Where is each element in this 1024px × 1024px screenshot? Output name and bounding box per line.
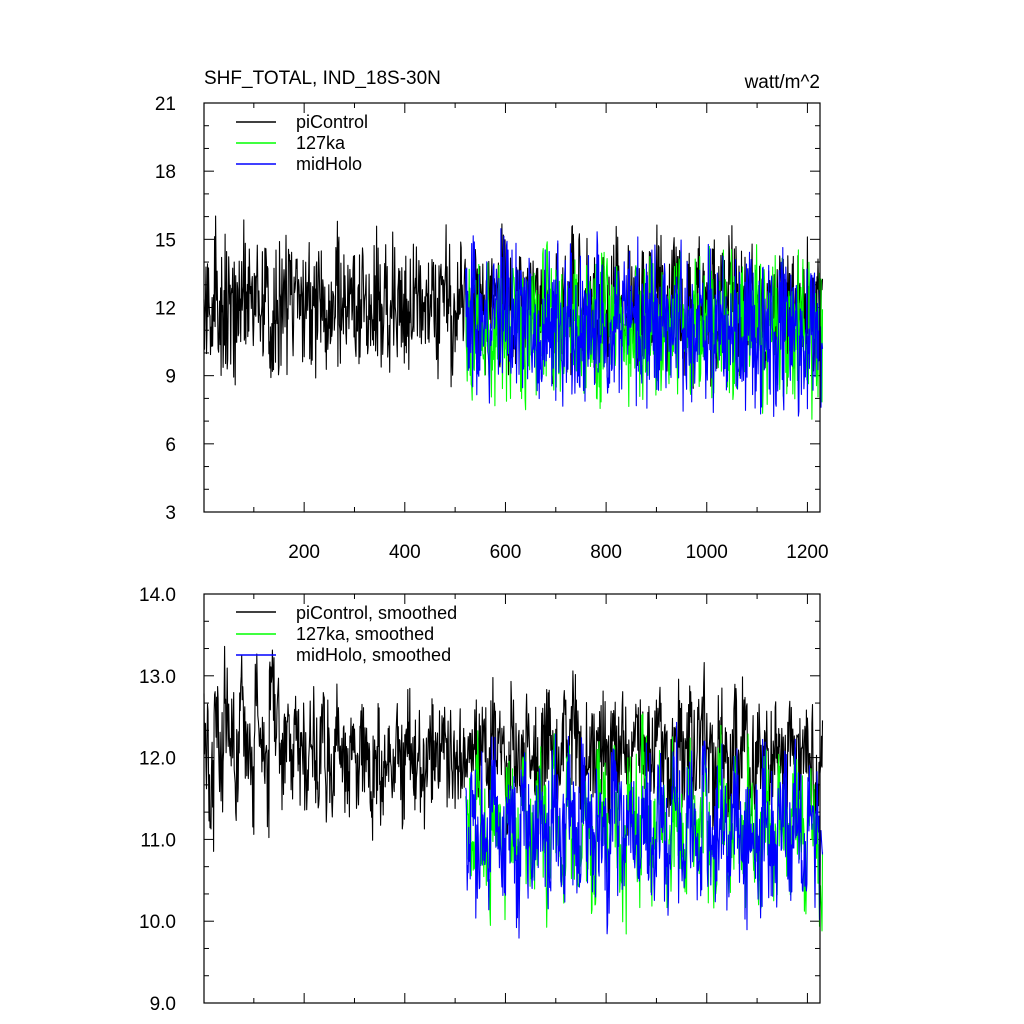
series-line-picontrol-smoothed (203, 645, 824, 852)
series-line-midholo-smoothed (465, 721, 824, 939)
top-legend: piControl 127ka midHolo (236, 112, 368, 174)
top-chart-title: SHF_TOTAL, IND_18S-30N (204, 68, 441, 89)
series-line-127ka (465, 241, 824, 420)
x-tick-label: 1000 (686, 542, 728, 563)
top-chart: SHF_TOTAL, IND_18S-30N watt/m^2 3 6 9 12… (155, 68, 829, 563)
top-plot-frame (203, 102, 821, 513)
legend-label-midholo-smoothed: midHolo, smoothed (296, 645, 451, 665)
x-tick-label: 400 (389, 542, 421, 563)
series-line-midholo (465, 228, 824, 418)
x-tick-label: 1200 (786, 542, 828, 563)
y-tick-label: 21 (155, 94, 176, 115)
top-y-tick-labels: 3 6 9 12 15 18 21 (155, 94, 176, 524)
legend-label-127ka-smoothed: 127ka, smoothed (296, 624, 434, 644)
legend-label-picontrol: piControl (296, 112, 368, 132)
y-tick-label: 11.0 (140, 830, 176, 851)
y-tick-label: 12 (155, 299, 176, 320)
bottom-chart: 9.0 10.0 11.0 12.0 13.0 14.0 piControl, … (139, 585, 824, 1015)
y-tick-label: 10.0 (139, 912, 176, 933)
x-tick-label: 600 (490, 542, 522, 563)
x-tick-label: 200 (288, 542, 320, 563)
top-x-tick-labels: 200 400 600 800 1000 1200 (288, 542, 828, 563)
y-tick-label: 3 (165, 503, 176, 524)
legend-label-picontrol-smoothed: piControl, smoothed (296, 603, 457, 623)
bottom-y-tick-labels: 9.0 10.0 11.0 12.0 13.0 14.0 (139, 585, 176, 1015)
top-chart-units: watt/m^2 (744, 72, 820, 93)
y-tick-label: 12.0 (139, 749, 176, 770)
legend-label-127ka: 127ka (296, 133, 346, 153)
x-tick-label: 800 (590, 542, 622, 563)
y-tick-label: 6 (165, 435, 176, 456)
bottom-plot-frame (203, 593, 821, 1004)
bottom-legend: piControl, smoothed 127ka, smoothed midH… (236, 603, 457, 665)
legend-label-midholo: midHolo (296, 154, 362, 174)
y-tick-label: 14.0 (139, 585, 176, 606)
y-tick-label: 9.0 (150, 994, 176, 1015)
y-tick-label: 15 (155, 230, 176, 251)
y-tick-label: 13.0 (139, 667, 176, 688)
y-tick-label: 18 (155, 162, 176, 183)
top-series-lines (203, 215, 824, 420)
bottom-series-lines (203, 645, 824, 939)
y-tick-label: 9 (165, 367, 176, 388)
